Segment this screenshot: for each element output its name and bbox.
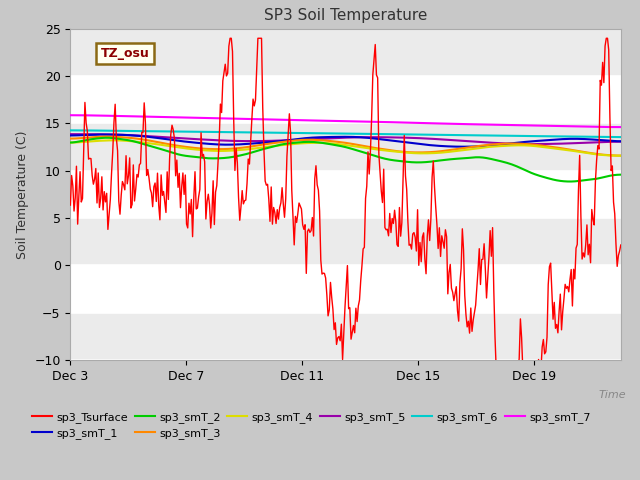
sp3_smT_3 [337, 139, 345, 145]
sp3_smT_1 [617, 138, 625, 144]
sp3_smT_2 [337, 144, 345, 149]
sp3_smT_3 [348, 141, 355, 146]
sp3_smT_6 [559, 133, 566, 139]
sp3_smT_1 [310, 135, 317, 141]
sp3_Tsurface [348, 336, 355, 342]
sp3_smT_2 [67, 140, 74, 145]
sp3_smT_6 [356, 131, 364, 137]
sp3_smT_5 [560, 141, 568, 146]
Line: sp3_smT_2: sp3_smT_2 [70, 138, 621, 181]
sp3_smT_5 [532, 141, 540, 147]
sp3_smT_2 [532, 172, 540, 178]
sp3_smT_6 [308, 130, 316, 136]
sp3_smT_7 [346, 119, 354, 124]
sp3_smT_4 [67, 140, 74, 145]
sp3_smT_2 [357, 149, 365, 155]
sp3_smT_1 [534, 138, 541, 144]
sp3_smT_7 [308, 118, 316, 123]
sp3_smT_2 [566, 179, 574, 184]
sp3_smT_5 [67, 131, 74, 137]
sp3_smT_7 [67, 112, 74, 118]
sp3_smT_7 [617, 124, 625, 130]
Line: sp3_Tsurface: sp3_Tsurface [70, 38, 621, 370]
Line: sp3_smT_4: sp3_smT_4 [70, 140, 621, 156]
sp3_Tsurface [310, 233, 317, 239]
sp3_Tsurface [226, 36, 234, 41]
sp3_Tsurface [357, 278, 365, 284]
sp3_smT_7 [559, 123, 566, 129]
Text: Time: Time [598, 390, 627, 400]
sp3_smT_5 [617, 139, 625, 144]
sp3_smT_4 [560, 147, 568, 153]
sp3_smT_6 [346, 131, 354, 136]
Line: sp3_smT_6: sp3_smT_6 [70, 131, 621, 137]
Bar [70, 312, 621, 360]
Bar [70, 29, 621, 76]
sp3_smT_1 [348, 134, 355, 140]
sp3_smT_4 [532, 144, 540, 149]
sp3_Tsurface [561, 281, 569, 287]
sp3_smT_2 [310, 139, 317, 145]
sp3_smT_1 [67, 132, 74, 138]
Bar [70, 218, 621, 265]
sp3_Tsurface [67, 202, 74, 208]
sp3_smT_4 [310, 140, 317, 146]
sp3_smT_3 [67, 136, 74, 142]
sp3_smT_2 [560, 179, 568, 184]
sp3_smT_7 [336, 118, 344, 124]
sp3_smT_4 [110, 137, 118, 143]
sp3_smT_7 [531, 123, 539, 129]
sp3_Tsurface [534, 367, 541, 372]
sp3_smT_5 [336, 135, 344, 141]
sp3_smT_1 [337, 134, 345, 140]
sp3_smT_6 [67, 128, 74, 133]
Line: sp3_smT_5: sp3_smT_5 [70, 134, 621, 144]
sp3_smT_4 [617, 153, 625, 158]
sp3_smT_1 [357, 134, 365, 140]
sp3_smT_4 [348, 143, 355, 149]
sp3_smT_6 [531, 133, 539, 139]
sp3_smT_3 [102, 134, 109, 140]
sp3_Tsurface [493, 367, 501, 372]
Legend: sp3_Tsurface, sp3_smT_1, sp3_smT_2, sp3_smT_3, sp3_smT_4, sp3_smT_5, sp3_smT_6, : sp3_Tsurface, sp3_smT_1, sp3_smT_2, sp3_… [32, 412, 591, 439]
Bar [70, 123, 621, 171]
sp3_smT_6 [336, 131, 344, 136]
sp3_smT_7 [356, 119, 364, 124]
sp3_smT_5 [346, 134, 354, 140]
sp3_smT_1 [99, 132, 107, 137]
sp3_smT_5 [531, 141, 539, 147]
sp3_smT_4 [337, 142, 345, 147]
sp3_smT_1 [561, 136, 569, 142]
Line: sp3_smT_7: sp3_smT_7 [70, 115, 621, 127]
sp3_smT_3 [560, 146, 568, 152]
sp3_smT_1 [460, 144, 467, 150]
sp3_smT_2 [617, 172, 625, 178]
sp3_smT_2 [348, 146, 355, 152]
sp3_smT_4 [357, 144, 365, 150]
Line: sp3_smT_1: sp3_smT_1 [70, 134, 621, 147]
sp3_smT_2 [103, 135, 111, 141]
sp3_Tsurface [337, 321, 345, 327]
sp3_smT_6 [617, 134, 625, 140]
Title: SP3 Soil Temperature: SP3 Soil Temperature [264, 9, 428, 24]
sp3_smT_3 [532, 142, 540, 148]
sp3_smT_3 [617, 153, 625, 158]
Text: TZ_osu: TZ_osu [100, 47, 149, 60]
sp3_smT_3 [310, 137, 317, 143]
sp3_Tsurface [617, 242, 625, 248]
sp3_smT_5 [308, 136, 316, 142]
sp3_smT_5 [356, 134, 364, 140]
Line: sp3_smT_3: sp3_smT_3 [70, 137, 621, 156]
Y-axis label: Soil Temperature (C): Soil Temperature (C) [16, 130, 29, 259]
sp3_smT_3 [357, 143, 365, 148]
